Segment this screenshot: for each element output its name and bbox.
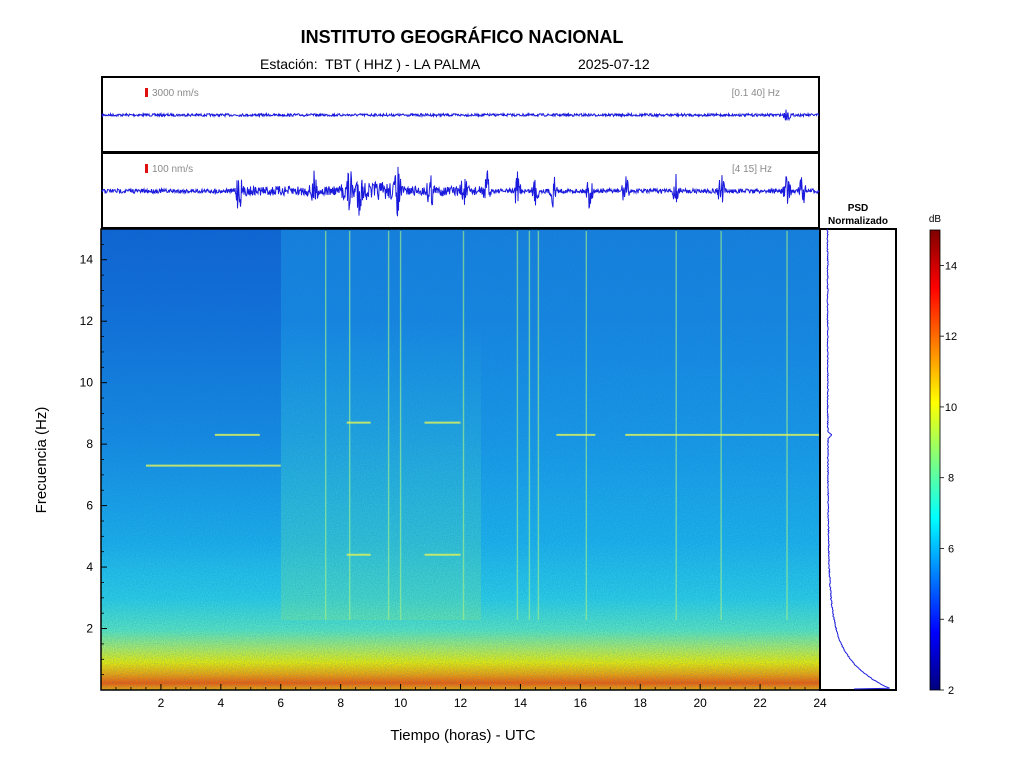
psd-title-line-1: PSD — [848, 203, 869, 214]
psd-panel: PSD Normalizado — [819, 203, 897, 691]
y-axis-label: Frecuencia (Hz) — [33, 407, 50, 514]
x-tick-label: 12 — [454, 696, 468, 710]
y-tick-label: 4 — [86, 560, 93, 574]
colorbar-tick-label: 10 — [945, 402, 957, 414]
x-tick-label: 16 — [574, 696, 588, 710]
date-label: 2025-07-12 — [578, 56, 650, 72]
seismogram-1-trace — [101, 109, 819, 122]
x-tick-label: 20 — [693, 696, 707, 710]
filter-label-2: [4 15] Hz — [732, 164, 772, 175]
y-tick-label: 2 — [86, 622, 93, 636]
y-tick-label: 12 — [80, 314, 94, 328]
x-tick-label: 14 — [514, 696, 528, 710]
x-tick-label: 22 — [753, 696, 767, 710]
x-tick-label: 8 — [337, 696, 344, 710]
colorbar-tick-label: 4 — [948, 614, 954, 626]
colorbar-tick-label: 2 — [948, 685, 954, 697]
colorbar-tick-label: 14 — [945, 260, 957, 272]
x-tick-label: 10 — [394, 696, 408, 710]
filter-label-1: [0.1 40] Hz — [732, 88, 780, 99]
y-axis-ticks: 2 4 6 8 10 12 14 — [80, 243, 107, 676]
x-axis-ticks: 2 4 6 8 10 12 14 16 18 20 22 24 — [115, 684, 827, 710]
scale-bar-2 — [145, 164, 148, 173]
amplitude-scale-2: 100 nm/s — [152, 164, 193, 175]
colorbar-label: dB — [929, 214, 942, 225]
x-tick-label: 6 — [277, 696, 284, 710]
spectrogram-lines — [145, 231, 820, 620]
psd-frame — [819, 228, 897, 691]
seismogram-panel-2: 100 nm/s [4 15] Hz — [101, 152, 820, 229]
y-tick-label: 14 — [80, 253, 94, 267]
x-tick-label: 18 — [634, 696, 648, 710]
x-tick-label: 2 — [158, 696, 165, 710]
amplitude-scale-1: 3000 nm/s — [152, 88, 199, 99]
y-tick-label: 8 — [86, 437, 93, 451]
x-axis-label: Tiempo (horas) - UTC — [390, 727, 535, 744]
y-tick-label: 10 — [80, 376, 94, 390]
scale-bar-1 — [145, 88, 148, 97]
colorbar-tick-label: 8 — [948, 473, 954, 485]
x-tick-label: 24 — [813, 696, 827, 710]
x-tick-label: 4 — [217, 696, 224, 710]
page-title: INSTITUTO GEOGRÁFICO NACIONAL — [300, 27, 624, 47]
psd-title-line-2: Normalizado — [828, 216, 888, 227]
station-label: Estación: TBT ( HHZ ) - LA PALMA — [260, 56, 481, 72]
psd-curve — [826, 228, 890, 690]
colorbar: dB 2 4 6 8 10 12 14 — [929, 214, 957, 697]
colorbar-ticks: 2 4 6 8 10 12 14 — [940, 260, 957, 697]
spectrogram-noise — [101, 229, 820, 690]
seismogram-2-trace — [101, 166, 820, 217]
y-tick-label: 6 — [86, 499, 93, 513]
colorbar-gradient — [929, 229, 941, 691]
colorbar-tick-label: 12 — [945, 331, 957, 343]
colorbar-tick-label: 6 — [948, 543, 954, 555]
seismogram-panel-1: 3000 nm/s [0.1 40] Hz — [101, 76, 820, 153]
